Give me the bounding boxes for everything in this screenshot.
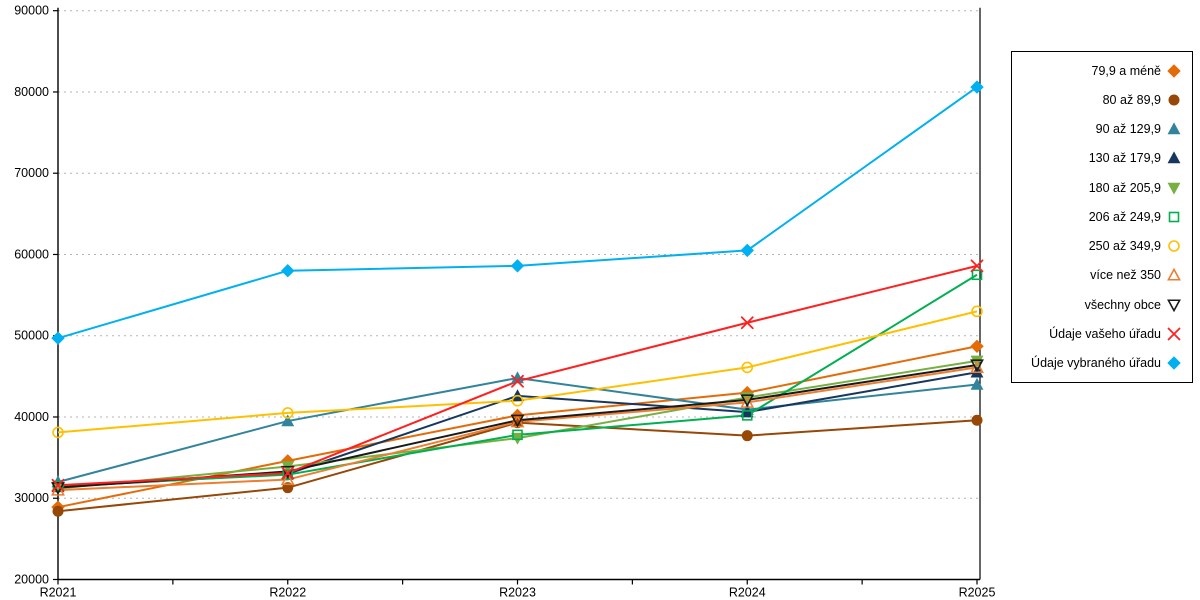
legend-item: 250 až 349,9 bbox=[1016, 232, 1182, 260]
legend-marker-icon bbox=[1168, 94, 1180, 106]
legend-marker-icon bbox=[1168, 211, 1180, 223]
triangle-down-marker bbox=[280, 465, 295, 479]
triangle-up-marker bbox=[280, 472, 295, 486]
y-tick-label: 90000 bbox=[14, 4, 49, 18]
x-tick-label: R2022 bbox=[269, 586, 306, 600]
triangle-up-marker bbox=[740, 405, 754, 418]
legend-item-label: Údaje vašeho úřadu bbox=[1049, 327, 1161, 342]
y-tick-label: 30000 bbox=[14, 491, 49, 505]
triangle-down-marker bbox=[970, 359, 984, 373]
y-tick-label: 20000 bbox=[14, 573, 49, 587]
triangle-down-marker bbox=[1167, 182, 1181, 195]
x-tick-label: R2021 bbox=[40, 586, 77, 600]
legend-item: více než 350 bbox=[1016, 261, 1182, 289]
circle-marker bbox=[1168, 240, 1180, 253]
legend-item: 90 až 129,9 bbox=[1016, 115, 1182, 143]
legend-item: Údaje vašeho úřadu bbox=[1016, 320, 1182, 348]
triangle-down-marker bbox=[1167, 299, 1181, 313]
triangle-down-marker bbox=[740, 394, 755, 408]
legend-marker-icon bbox=[1167, 122, 1181, 135]
x-marker bbox=[1167, 327, 1181, 341]
x-tick-label: R2023 bbox=[499, 586, 536, 600]
square-marker bbox=[1168, 211, 1180, 223]
circle-marker bbox=[52, 426, 64, 439]
square-marker bbox=[282, 469, 294, 480]
legend-item-label: 130 až 179,9 bbox=[1088, 151, 1161, 166]
square-marker bbox=[971, 269, 983, 281]
x-marker bbox=[970, 259, 984, 273]
y-tick-label: 40000 bbox=[14, 410, 49, 424]
diamond-marker bbox=[970, 80, 984, 94]
legend-item-label: 79,9 a méně bbox=[1091, 63, 1162, 78]
legend-item: všechny obce bbox=[1016, 291, 1182, 319]
diamond-marker bbox=[740, 243, 754, 258]
square-marker bbox=[512, 429, 523, 441]
legend-marker-icon bbox=[1167, 299, 1181, 313]
legend-item-label: 250 až 349,9 bbox=[1088, 239, 1161, 254]
circle-marker bbox=[282, 482, 294, 494]
circle-marker bbox=[741, 430, 753, 442]
circle-marker bbox=[741, 361, 754, 374]
y-tick-label: 60000 bbox=[14, 247, 49, 261]
legend-item-label: Údaje vybraného úřadu bbox=[1031, 356, 1161, 371]
x-tick-label: R2024 bbox=[729, 586, 766, 600]
circle-marker bbox=[971, 305, 983, 318]
circle-marker bbox=[1168, 94, 1180, 106]
legend-item-label: všechny obce bbox=[1084, 297, 1161, 312]
diamond-marker bbox=[1167, 356, 1181, 370]
y-tick-label: 70000 bbox=[14, 166, 49, 180]
legend-item: 206 až 249,9 bbox=[1016, 203, 1182, 231]
legend-item: 130 až 179,9 bbox=[1016, 144, 1182, 172]
legend-item-label: 90 až 129,9 bbox=[1095, 122, 1161, 137]
triangle-up-marker bbox=[970, 377, 984, 390]
circle-marker bbox=[511, 394, 524, 407]
circle-marker bbox=[281, 407, 294, 419]
legend-marker-icon bbox=[1167, 356, 1181, 370]
legend-item-label: více než 350 bbox=[1090, 268, 1161, 283]
chart-legend: 79,9 a méně 80 až 89,9 90 až 129,9 130 až 1… bbox=[1011, 51, 1193, 383]
x-tick-label: R2025 bbox=[959, 586, 996, 600]
legend-item: 180 až 205,9 bbox=[1016, 174, 1182, 202]
legend-item-label: 80 až 89,9 bbox=[1102, 92, 1161, 107]
legend-marker-icon bbox=[1167, 182, 1181, 195]
triangle-up-marker bbox=[1167, 268, 1181, 282]
legend-marker-icon bbox=[1167, 327, 1181, 341]
legend-marker-icon bbox=[1168, 240, 1180, 253]
x-marker bbox=[511, 374, 524, 388]
triangle-down-marker bbox=[510, 414, 525, 428]
square-marker bbox=[741, 410, 753, 421]
diamond-marker bbox=[281, 264, 295, 278]
legend-item: Údaje vybraného úřadu bbox=[1016, 349, 1182, 377]
legend-item: 80 až 89,9 bbox=[1016, 86, 1182, 114]
diamond-marker bbox=[1167, 63, 1181, 78]
legend-item: 79,9 a méně bbox=[1016, 57, 1182, 85]
diamond-marker bbox=[970, 339, 984, 353]
diamond-marker bbox=[510, 259, 525, 273]
circle-marker bbox=[971, 414, 983, 426]
triangle-down-marker bbox=[511, 432, 524, 445]
y-tick-label: 80000 bbox=[14, 85, 49, 99]
y-tick-label: 50000 bbox=[14, 329, 49, 343]
x-marker bbox=[51, 478, 65, 492]
triangle-up-marker bbox=[1167, 122, 1181, 135]
x-marker bbox=[740, 316, 754, 330]
triangle-up-marker bbox=[281, 414, 295, 427]
legend-marker-icon bbox=[1167, 63, 1181, 78]
x-marker bbox=[281, 466, 295, 480]
triangle-up-marker bbox=[1167, 151, 1181, 164]
legend-item-label: 180 až 205,9 bbox=[1088, 180, 1161, 195]
legend-item-label: 206 až 249,9 bbox=[1088, 209, 1161, 224]
diamond-marker bbox=[51, 331, 65, 345]
legend-marker-icon bbox=[1167, 268, 1181, 282]
legend-marker-icon bbox=[1167, 151, 1181, 164]
circle-marker bbox=[52, 505, 64, 517]
